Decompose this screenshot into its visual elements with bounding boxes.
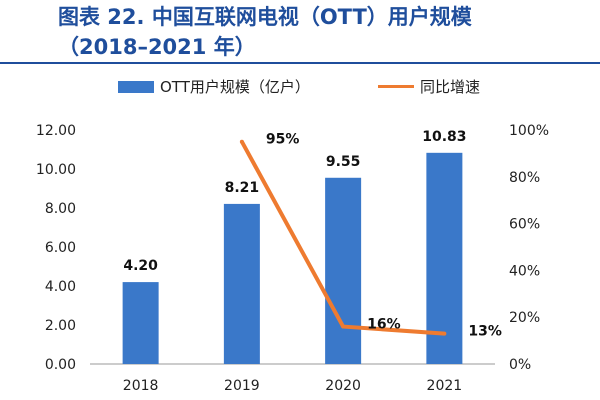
bar-2020 [325, 177, 362, 364]
y-left-tick-label: 0.00 [45, 357, 76, 373]
chart-title-line1: 图表 22. 中国互联网电视（OTT）用户规模 [58, 5, 472, 29]
bar-2021 [426, 152, 463, 364]
legend-line-label: 同比增速 [420, 78, 481, 96]
legend-line-swatch [378, 85, 414, 88]
legend-bar-label: OTT用户规模（亿户） [160, 78, 310, 96]
title-bar: 图表 22. 中国互联网电视（OTT）用户规模 （2018–2021 年） [0, 0, 600, 60]
bar-data-label: 8.21 [225, 180, 260, 196]
bar-data-label: 4.20 [123, 258, 158, 274]
y-left-tick-label: 10.00 [36, 162, 76, 178]
bar-2019 [223, 203, 260, 364]
line-data-label: 16% [367, 317, 401, 333]
y-left-tick-label: 4.00 [45, 279, 76, 295]
chart-title-line2: （2018–2021 年） [58, 35, 256, 59]
line-data-label: 13% [468, 324, 502, 340]
legend-bar-swatch [118, 80, 154, 93]
growth-rate-point [341, 324, 346, 329]
growth-rate-point [239, 139, 244, 144]
y-right-tick-label: 60% [509, 217, 540, 233]
bar-2018 [122, 282, 159, 364]
chart-legend: OTT用户规模（亿户） 同比增速 [0, 76, 600, 100]
x-tick-label: 2020 [325, 378, 361, 394]
legend-item-bar: OTT用户规模（亿户） [118, 76, 310, 97]
y-right-tick-label: 100% [509, 123, 549, 139]
x-tick-label: 2019 [224, 378, 260, 394]
y-right-tick-label: 80% [509, 170, 540, 186]
y-left-tick-label: 2.00 [45, 318, 76, 334]
x-tick-label: 2018 [123, 378, 159, 394]
bar-data-label: 10.83 [422, 129, 466, 145]
growth-rate-point [442, 331, 447, 336]
line-data-label: 95% [266, 132, 300, 148]
y-left-tick-label: 8.00 [45, 201, 76, 217]
y-left-tick-label: 12.00 [36, 123, 76, 139]
y-right-tick-label: 0% [509, 357, 531, 373]
x-tick-label: 2021 [427, 378, 463, 394]
y-right-tick-label: 20% [509, 310, 540, 326]
legend-item-line: 同比增速 [378, 76, 480, 97]
y-right-tick-label: 40% [509, 263, 540, 279]
bar-data-label: 9.55 [326, 154, 361, 170]
y-left-tick-label: 6.00 [45, 240, 76, 256]
title-divider [0, 62, 600, 64]
